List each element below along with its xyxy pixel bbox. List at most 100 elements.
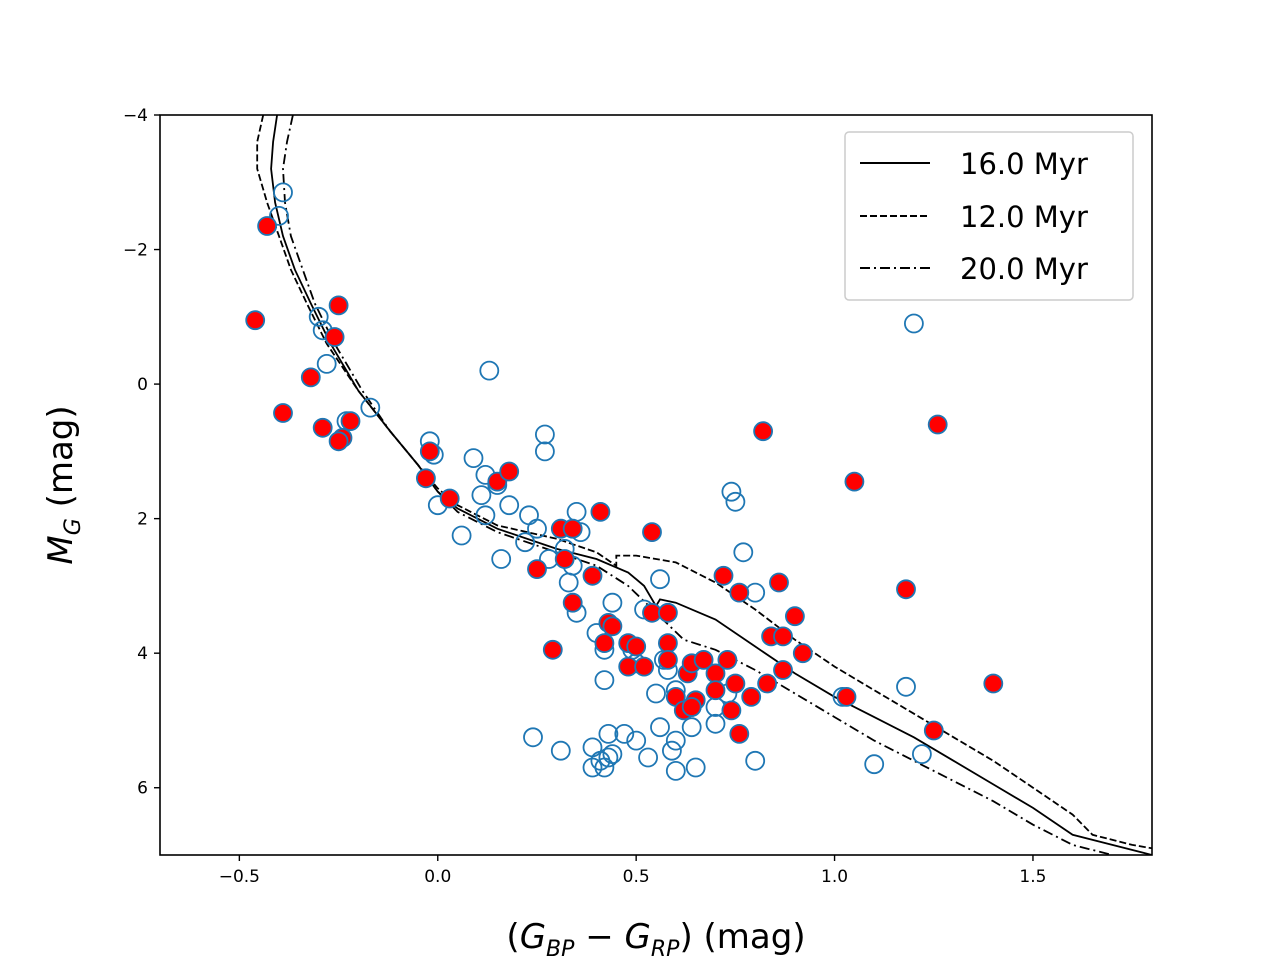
star-point-member	[896, 579, 916, 600]
star-point-open	[523, 727, 543, 748]
y-tick-label: −4	[123, 106, 148, 126]
star-point-member	[554, 549, 575, 569]
star-point-open	[650, 717, 670, 738]
x-tick-label: −0.5	[219, 867, 260, 887]
y-tick-label: 4	[137, 644, 148, 664]
star-point-member	[439, 488, 460, 509]
star-point-member	[713, 565, 734, 586]
star-point-open	[499, 495, 520, 516]
star-point-open	[685, 757, 706, 778]
star-point-member	[836, 687, 857, 707]
star-point-member	[844, 471, 865, 492]
y-tick-label: −2	[123, 241, 148, 261]
star-point-open	[705, 713, 726, 734]
star-point-member	[602, 616, 623, 637]
x-tick-label: 0.0	[424, 867, 451, 887]
legend: 16.0 Myr 12.0 Myr 20.0 Myr	[844, 131, 1134, 301]
star-point-open	[479, 360, 500, 381]
star-point-open	[733, 542, 754, 563]
star-point-member	[590, 501, 611, 522]
star-point-open	[558, 572, 579, 593]
star-point-member	[681, 697, 702, 717]
star-point-open	[904, 313, 924, 334]
star-point-open	[662, 740, 682, 761]
y-axis-title: MG (mag)	[41, 405, 86, 564]
star-point-member	[983, 673, 1004, 694]
star-point-open	[646, 683, 666, 704]
star-point-member	[542, 639, 563, 660]
star-point-open	[638, 747, 658, 768]
star-point-member	[562, 518, 583, 539]
star-point-open	[912, 744, 932, 764]
star-point-member	[340, 411, 361, 432]
star-point-open	[527, 518, 547, 539]
star-point-open	[463, 448, 484, 469]
star-point-member	[773, 626, 793, 647]
star-point-member	[658, 650, 678, 670]
star-point-member	[642, 522, 662, 542]
star-point-open	[316, 353, 337, 374]
star-point-open	[745, 750, 766, 771]
star-point-open	[360, 397, 381, 418]
star-point-member	[927, 414, 948, 435]
star-point-member	[923, 720, 944, 741]
star-point-open	[535, 424, 555, 445]
star-point-member	[769, 572, 789, 593]
legend-box	[844, 131, 1134, 301]
star-point-open	[491, 549, 512, 569]
isochrones	[256, 115, 1152, 855]
star-point-open	[515, 532, 535, 553]
isochrone-dashed	[256, 115, 1152, 850]
star-point-open	[566, 501, 587, 522]
star-point-open	[471, 485, 492, 506]
star-point-open	[721, 481, 742, 502]
y-tick-label: 6	[137, 779, 148, 799]
star-point-member	[785, 606, 805, 627]
star-point-member	[245, 310, 266, 331]
star-point-open	[626, 730, 647, 751]
star-point-member	[721, 700, 742, 721]
star-point-member	[729, 582, 750, 603]
star-point-member	[753, 421, 773, 442]
star-point-open	[665, 761, 686, 781]
star-point-open	[896, 676, 916, 697]
star-point-member	[741, 687, 762, 707]
star-point-open	[475, 505, 496, 526]
star-point-member	[562, 592, 583, 613]
x-tick-label: 1.0	[821, 867, 848, 887]
star-point-member	[312, 417, 333, 438]
star-point-member	[324, 327, 345, 347]
star-point-member	[328, 431, 349, 452]
star-point-member	[705, 680, 726, 701]
star-point-member	[658, 633, 678, 653]
star-point-member	[415, 468, 436, 489]
star-point-open	[602, 744, 623, 764]
star-point-open	[864, 754, 885, 775]
star-point-member	[634, 656, 654, 677]
x-tick-label: 1.5	[1019, 867, 1046, 887]
star-point-member	[594, 633, 615, 653]
x-tick-label: 0.5	[623, 867, 650, 887]
star-point-open	[598, 747, 619, 768]
legend-label-20myr: 20.0 Myr	[960, 252, 1088, 286]
star-point-open	[614, 724, 635, 744]
x-axis-title: (GBP − GRP) (mag)	[506, 917, 805, 960]
star-point-open	[269, 205, 289, 226]
star-point-member	[499, 461, 520, 482]
star-point-member	[300, 367, 321, 388]
star-point-member	[693, 650, 714, 670]
star-point-member	[773, 660, 793, 680]
star-point-open	[594, 670, 615, 690]
star-point-member	[273, 403, 293, 423]
star-point-member	[725, 673, 746, 694]
star-point-open	[665, 730, 686, 751]
star-point-member	[527, 559, 547, 579]
star-point-open	[550, 740, 571, 761]
y-tick-label: 2	[137, 510, 148, 530]
isochrone-dashdot	[282, 115, 1113, 855]
star-point-member	[717, 650, 738, 670]
star-point-open	[582, 737, 603, 758]
star-point-member	[757, 673, 777, 694]
data-points	[245, 182, 1004, 781]
